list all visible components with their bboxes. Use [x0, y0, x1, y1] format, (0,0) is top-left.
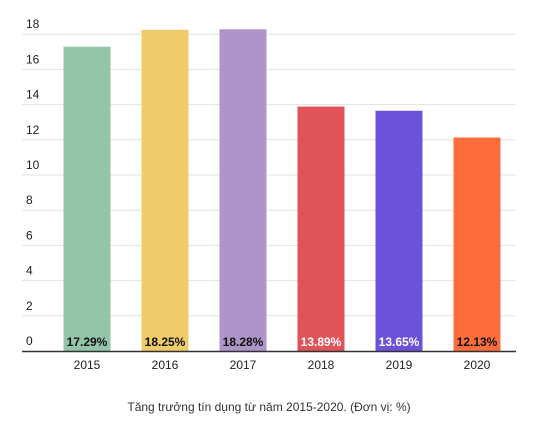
y-tick-label: 6: [26, 228, 33, 242]
y-tick-label: 2: [26, 299, 33, 313]
bar-2016: [141, 29, 189, 352]
data-label: 13.89%: [301, 335, 342, 349]
x-tick-label: 2015: [74, 358, 101, 372]
y-tick-label: 14: [26, 88, 40, 102]
bars: [63, 29, 501, 352]
data-label: 18.28%: [223, 335, 264, 349]
x-axis-labels: 2015 2016 2017 2018 2019 2020: [74, 358, 491, 372]
bar-2020: [453, 137, 501, 351]
x-tick-label: 2019: [386, 358, 413, 372]
bar-2019: [375, 110, 423, 351]
y-tick-label: 0: [26, 334, 33, 348]
data-label: 18.25%: [145, 335, 186, 349]
bar-2015: [63, 46, 111, 352]
data-label: 13.65%: [379, 335, 420, 349]
y-tick-label: 18: [26, 17, 40, 31]
y-tick-label: 4: [26, 264, 33, 278]
bar-2017: [219, 29, 267, 351]
y-axis-ticks: 0 2 4 6 8 10 12 14 16 18: [26, 17, 40, 348]
data-label: 17.29%: [67, 335, 108, 349]
data-label: 12.13%: [457, 335, 498, 349]
x-tick-label: 2017: [230, 358, 257, 372]
bar-2018: [297, 106, 345, 351]
y-tick-label: 8: [26, 193, 33, 207]
x-tick-label: 2020: [464, 358, 491, 372]
x-tick-label: 2016: [152, 358, 179, 372]
x-tick-label: 2018: [308, 358, 335, 372]
y-tick-label: 12: [26, 123, 40, 137]
chart-caption: Tăng trưởng tín dụng từ năm 2015-2020. (…: [127, 400, 411, 414]
y-tick-label: 16: [26, 52, 40, 66]
data-labels: 17.29% 18.25% 18.28% 13.89% 13.65% 12.13%: [67, 335, 498, 349]
y-tick-label: 10: [26, 158, 40, 172]
